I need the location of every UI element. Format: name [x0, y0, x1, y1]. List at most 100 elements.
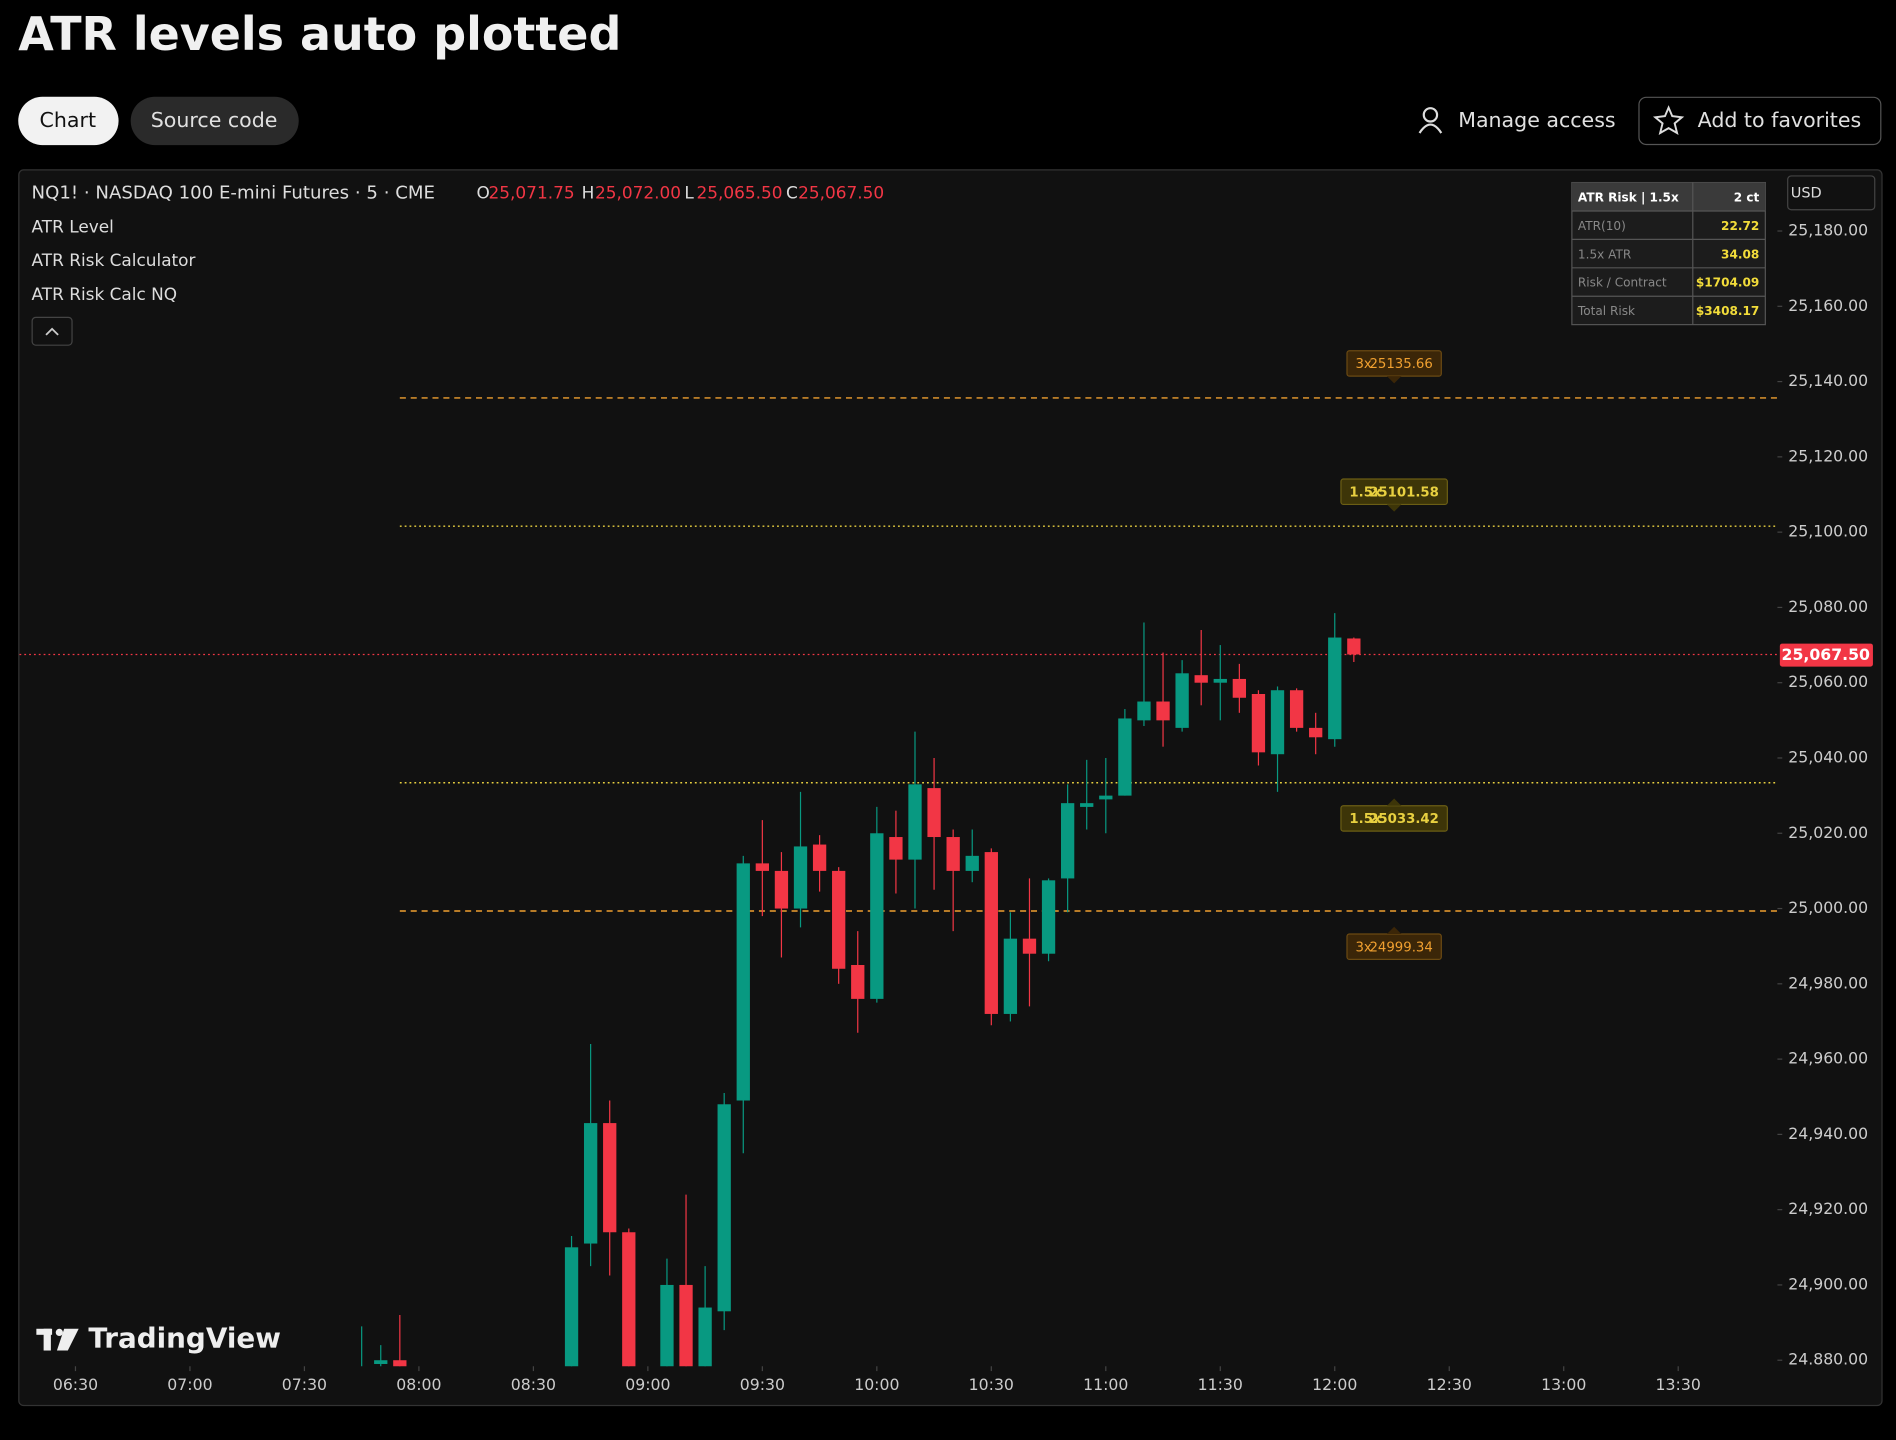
candle-body	[1270, 690, 1285, 755]
ohlc-key: O	[476, 182, 489, 202]
ohlc-value: 25,065.50	[697, 182, 783, 202]
candle-body	[622, 1232, 636, 1367]
candle-body	[393, 1360, 407, 1367]
y-tick-label: 24.880.00	[1788, 1350, 1868, 1369]
candle-body	[1194, 675, 1208, 683]
candle-body	[1137, 701, 1151, 721]
button-border	[31, 316, 73, 346]
level-tag-pointer	[1386, 376, 1402, 384]
candle-body	[717, 1104, 731, 1312]
candle-body	[870, 833, 884, 999]
indicator-name: ATR Risk Calc NQ	[32, 284, 178, 304]
logo	[56, 1328, 79, 1351]
y-tick-label: 25,060.00	[1788, 672, 1868, 691]
candle-body	[927, 788, 941, 838]
risk-table-value: 34.08	[1721, 247, 1759, 261]
currency: USD	[1791, 185, 1822, 201]
level-tag-pointer	[1386, 798, 1402, 806]
candle-body	[1080, 803, 1094, 807]
x-tick-label: 12:00	[1312, 1375, 1357, 1394]
candle-body	[1328, 637, 1342, 740]
risk-table-header-bg	[1571, 182, 1766, 211]
y-tick-label: 24,940.00	[1788, 1124, 1868, 1143]
indicator-name: ATR Risk Calculator	[32, 250, 196, 270]
y-tick-label: 25,100.00	[1788, 522, 1868, 541]
manage-access[interactable]: Manage access	[1418, 107, 1616, 134]
candle-body	[1289, 690, 1304, 728]
candle-body	[1309, 727, 1323, 738]
ohlc-value: 25,071.75	[489, 182, 575, 202]
level-tag-value: 25101.58	[1369, 485, 1439, 500]
candle-body	[1003, 938, 1018, 1014]
level-tag-pointer	[1386, 504, 1402, 512]
candle-body	[1232, 678, 1247, 698]
watermark-text: TradingView	[88, 1322, 281, 1355]
risk-table-header: ATR Risk | 1.5x	[1578, 190, 1679, 204]
tab-chart[interactable]: Chart	[18, 96, 119, 146]
candle-body	[755, 863, 770, 871]
currency-box[interactable]	[1787, 175, 1876, 211]
candle-body	[1118, 718, 1132, 796]
x-tick-label: 09:00	[625, 1375, 670, 1394]
action-label: Manage access	[1458, 108, 1615, 132]
chevron	[45, 327, 59, 336]
button-border	[1638, 96, 1882, 146]
risk-table-value: 22.72	[1721, 219, 1759, 233]
risk-table-label: 1.5x ATR	[1578, 247, 1632, 261]
x-tick-label: 13:30	[1656, 1375, 1701, 1394]
candle-body	[774, 870, 789, 909]
candle-body	[965, 855, 979, 871]
add-favorites[interactable]: Add to favorites	[1638, 96, 1882, 146]
risk-table-label: Total Risk	[1577, 304, 1635, 318]
level-tag-name: 3x	[1355, 357, 1371, 372]
candle-body	[679, 1284, 693, 1367]
risk-table-value: $1704.09	[1696, 276, 1759, 290]
tab-label: Chart	[40, 108, 96, 132]
symbol: NQ1! · NASDAQ 100 E-mini Futures · 5 · C…	[32, 182, 435, 203]
candle-body	[1041, 880, 1056, 954]
y-tick-label: 24,900.00	[1788, 1274, 1868, 1293]
level-tag-value: 24999.34	[1369, 940, 1432, 955]
candle-body	[793, 846, 808, 909]
y-tick-label: 24,960.00	[1788, 1049, 1868, 1068]
icon	[1652, 105, 1685, 135]
x-tick-label: 12:30	[1427, 1375, 1472, 1394]
tab-source[interactable]: Source code	[130, 96, 299, 146]
y-tick-label: 25,140.00	[1788, 371, 1868, 390]
x-tick-label: 11:30	[1198, 1375, 1243, 1394]
candle-body	[698, 1307, 712, 1367]
y-tick-label: 25,160.00	[1788, 296, 1868, 315]
chart-panel	[18, 169, 1883, 1407]
logo	[55, 1328, 63, 1337]
collapse-button[interactable]	[31, 316, 73, 346]
icon	[1418, 123, 1443, 134]
candle-body	[851, 965, 865, 999]
x-tick-label: 11:00	[1083, 1375, 1128, 1394]
candle-body	[564, 1247, 579, 1367]
candle-body	[736, 863, 750, 1101]
candle-body	[946, 837, 960, 871]
y-tick-label: 25,180.00	[1788, 221, 1868, 240]
risk-table-header: 2 ct	[1734, 190, 1760, 204]
y-tick-label: 25,000.00	[1788, 898, 1868, 917]
ohlc-key: C	[786, 182, 798, 202]
x-tick-label: 06:30	[53, 1375, 98, 1394]
y-tick-label: 25,080.00	[1788, 597, 1868, 616]
risk-table-label: Risk / Contract	[1578, 276, 1667, 290]
x-tick-label: 08:00	[396, 1375, 441, 1394]
candle-body	[374, 1360, 388, 1364]
candle-body	[1213, 678, 1227, 683]
x-tick-label: 10:00	[854, 1375, 899, 1394]
candle-body	[984, 852, 998, 1014]
y-tick-label: 24,980.00	[1788, 973, 1868, 992]
x-tick-label: 07:00	[167, 1375, 212, 1394]
candle-body	[603, 1123, 617, 1233]
level-tag-name: 1.5x	[1349, 812, 1382, 827]
ohlc-key: H	[582, 182, 595, 202]
candle-body	[1175, 673, 1189, 728]
watermark: TradingView	[36, 1322, 281, 1355]
candle-body	[1251, 693, 1266, 753]
level-tag-value: 25033.42	[1369, 812, 1439, 827]
